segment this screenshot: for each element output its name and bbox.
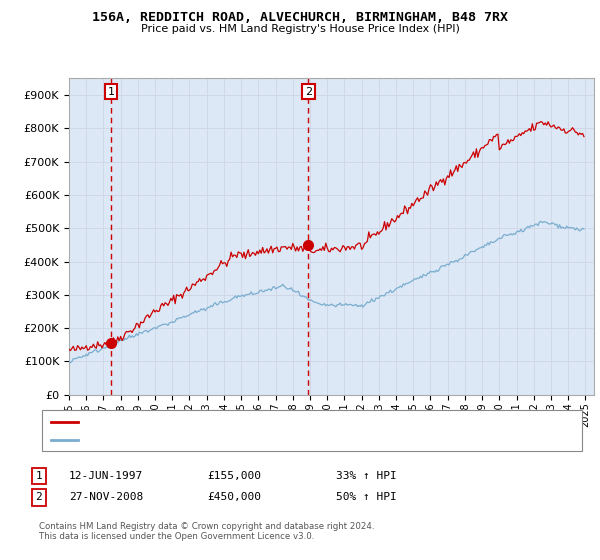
Text: £155,000: £155,000: [207, 471, 261, 481]
Text: 12-JUN-1997: 12-JUN-1997: [69, 471, 143, 481]
Text: 156A, REDDITCH ROAD, ALVECHURCH, BIRMINGHAM, B48 7RX (detached house): 156A, REDDITCH ROAD, ALVECHURCH, BIRMING…: [83, 417, 484, 427]
Text: 33% ↑ HPI: 33% ↑ HPI: [336, 471, 397, 481]
Text: HPI: Average price, detached house, Bromsgrove: HPI: Average price, detached house, Brom…: [83, 435, 327, 445]
Text: £450,000: £450,000: [207, 492, 261, 502]
Text: 2: 2: [305, 87, 312, 97]
Text: 50% ↑ HPI: 50% ↑ HPI: [336, 492, 397, 502]
Text: 27-NOV-2008: 27-NOV-2008: [69, 492, 143, 502]
Text: Price paid vs. HM Land Registry's House Price Index (HPI): Price paid vs. HM Land Registry's House …: [140, 24, 460, 34]
Text: 1: 1: [107, 87, 115, 97]
Text: Contains HM Land Registry data © Crown copyright and database right 2024.
This d: Contains HM Land Registry data © Crown c…: [39, 522, 374, 542]
Text: 2: 2: [35, 492, 43, 502]
Text: 1: 1: [35, 471, 43, 481]
Text: 156A, REDDITCH ROAD, ALVECHURCH, BIRMINGHAM, B48 7RX: 156A, REDDITCH ROAD, ALVECHURCH, BIRMING…: [92, 11, 508, 24]
